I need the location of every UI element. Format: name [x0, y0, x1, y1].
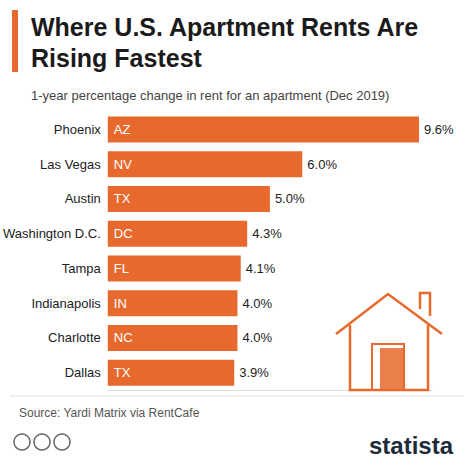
svg-text:4.0%: 4.0% — [242, 330, 272, 345]
svg-text:5.0%: 5.0% — [275, 191, 305, 206]
svg-text:TX: TX — [114, 191, 131, 206]
svg-text:3.9%: 3.9% — [239, 365, 269, 380]
svg-text:Phoenix: Phoenix — [54, 122, 101, 137]
svg-text:IN: IN — [114, 296, 127, 311]
svg-text:NV: NV — [114, 157, 132, 172]
svg-text:Source: Yardi Matrix via RentC: Source: Yardi Matrix via RentCafe — [19, 406, 200, 420]
svg-text:FL: FL — [114, 261, 129, 276]
svg-text:Las Vegas: Las Vegas — [40, 157, 101, 172]
svg-text:4.3%: 4.3% — [252, 226, 282, 241]
svg-text:DC: DC — [114, 226, 133, 241]
svg-text:4.0%: 4.0% — [242, 296, 272, 311]
svg-text:Indianapolis: Indianapolis — [31, 296, 101, 311]
svg-text:Tampa: Tampa — [62, 261, 102, 276]
svg-text:Where U.S. Apartment Rents Are: Where U.S. Apartment Rents Are — [31, 13, 425, 41]
svg-text:statista: statista — [369, 432, 454, 459]
svg-text:Dallas: Dallas — [65, 365, 102, 380]
svg-text:NC: NC — [114, 330, 133, 345]
svg-text:4.1%: 4.1% — [246, 261, 276, 276]
svg-text:Austin: Austin — [65, 191, 101, 206]
svg-text:Rising Fastest: Rising Fastest — [31, 44, 203, 72]
svg-text:6.0%: 6.0% — [307, 157, 337, 172]
svg-text:Washington D.C.: Washington D.C. — [3, 226, 101, 241]
svg-text:1-year percentage change in re: 1-year percentage change in rent for an … — [31, 88, 389, 103]
svg-text:9.6%: 9.6% — [424, 122, 454, 137]
svg-text:TX: TX — [114, 365, 131, 380]
svg-text:Charlotte: Charlotte — [48, 330, 101, 345]
svg-text:AZ: AZ — [114, 122, 131, 137]
